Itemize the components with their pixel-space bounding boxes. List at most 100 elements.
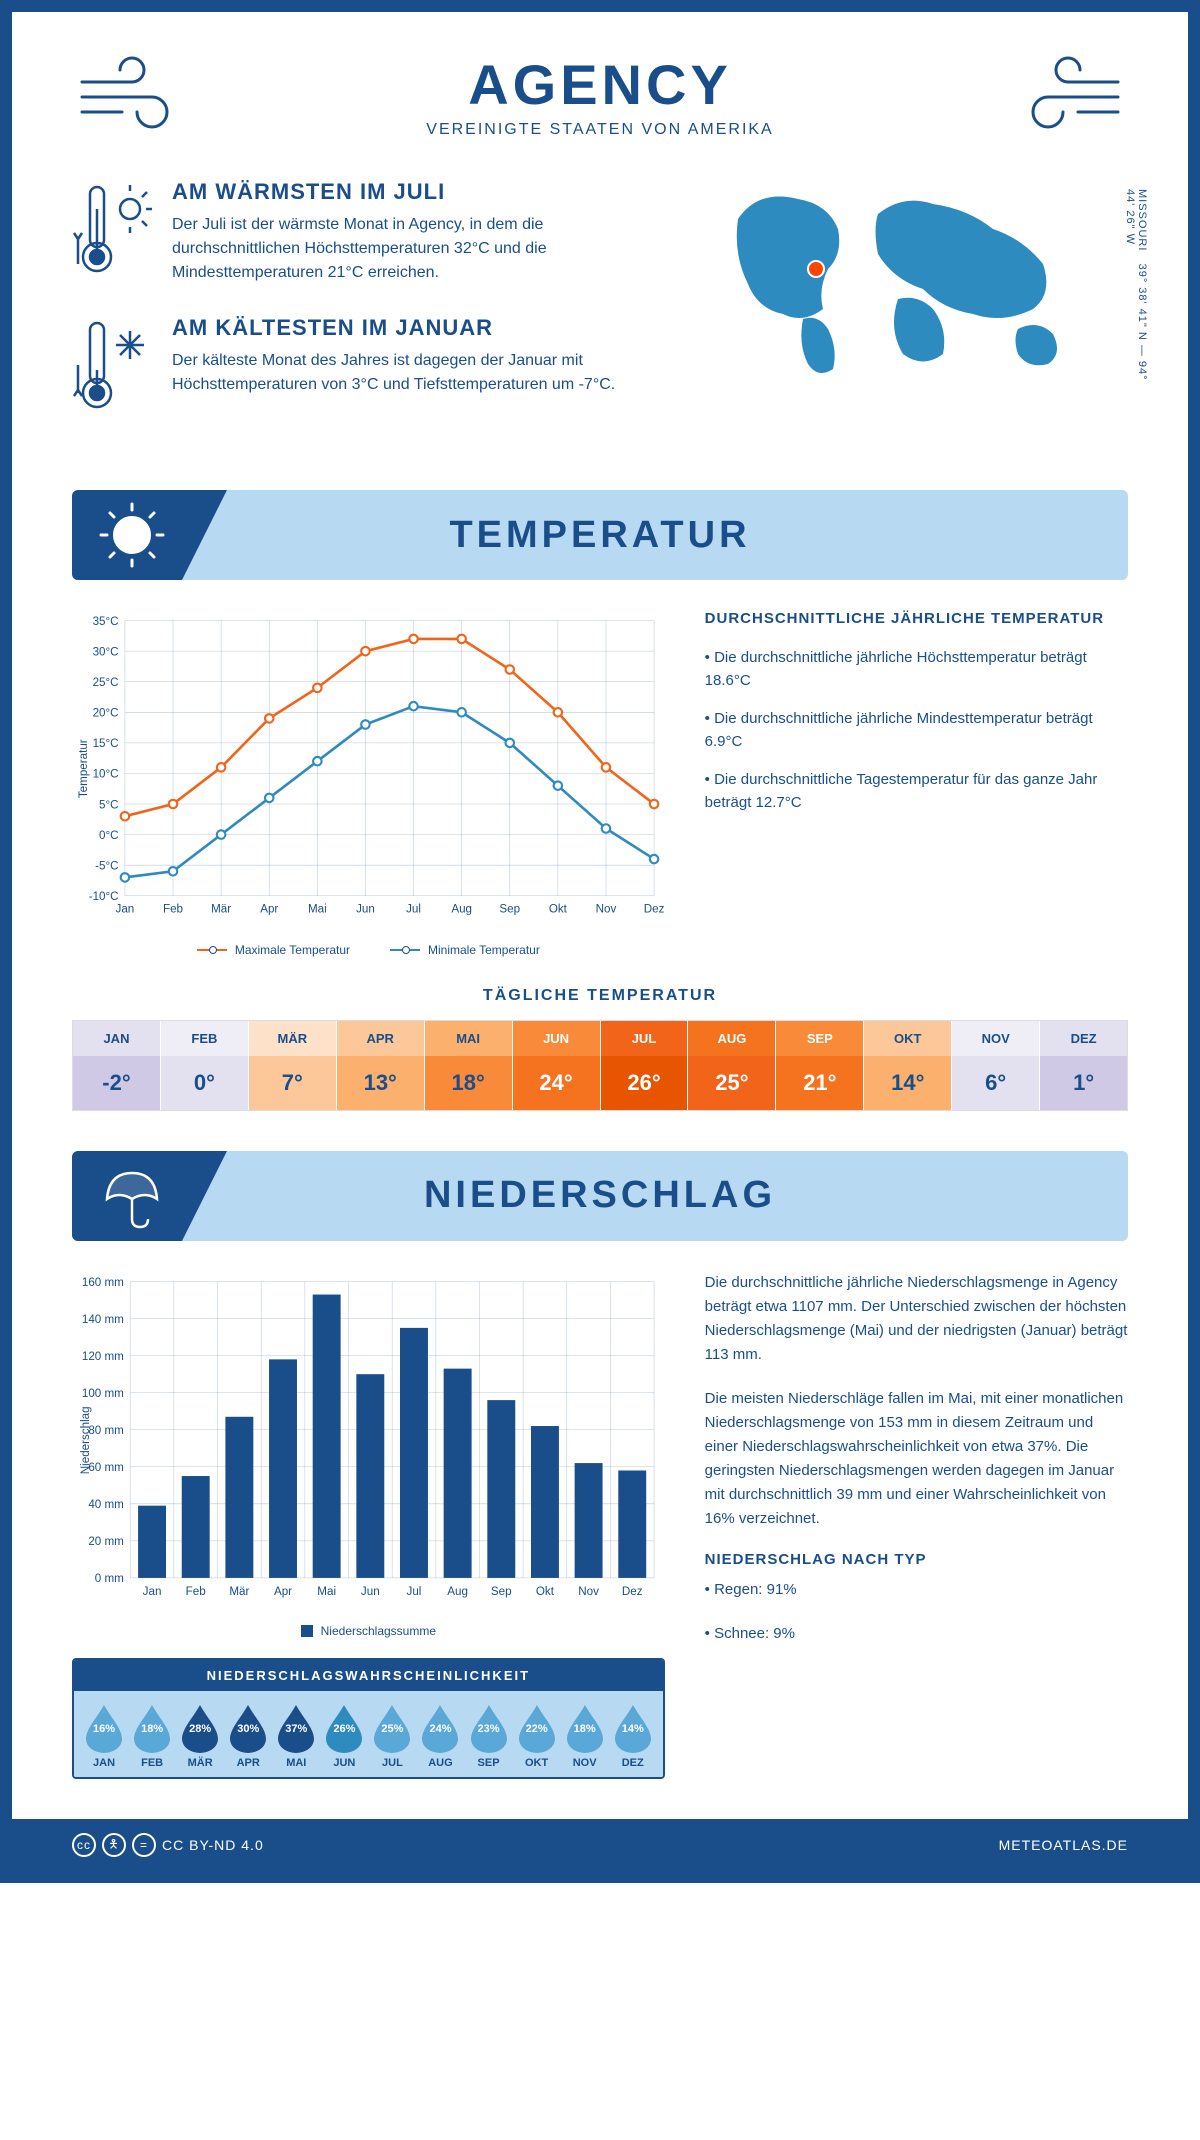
svg-text:80 mm: 80 mm — [88, 1423, 124, 1436]
license-block: cc 🯅 = CC BY-ND 4.0 — [72, 1833, 264, 1857]
svg-text:100 mm: 100 mm — [82, 1386, 124, 1399]
precip-p2: Die meisten Niederschläge fallen im Mai,… — [705, 1387, 1128, 1531]
legend-max: Maximale Temperatur — [235, 943, 350, 957]
month-cell: APR 13° — [337, 1021, 425, 1110]
prob-cell: 14% DEZ — [609, 1703, 657, 1769]
temp-bullet-1: • Die durchschnittliche jährliche Höchst… — [705, 647, 1128, 692]
footer: cc 🯅 = CC BY-ND 4.0 METEOATLAS.DE — [12, 1819, 1188, 1871]
temperature-section-bar: TEMPERATUR — [72, 490, 1128, 580]
location-marker — [808, 261, 824, 277]
svg-text:Sep: Sep — [491, 1584, 512, 1597]
svg-text:20°C: 20°C — [93, 707, 119, 720]
license-text: CC BY-ND 4.0 — [162, 1837, 264, 1853]
svg-text:40 mm: 40 mm — [88, 1498, 124, 1511]
coldest-title: AM KÄLTESTEN IM JANUAR — [172, 315, 668, 341]
svg-text:25°C: 25°C — [93, 676, 119, 689]
svg-text:15°C: 15°C — [93, 737, 119, 750]
svg-text:0 mm: 0 mm — [95, 1572, 124, 1585]
month-cell: SEP 21° — [776, 1021, 864, 1110]
umbrella-icon — [97, 1161, 167, 1231]
temperature-summary: DURCHSCHNITTLICHE JÄHRLICHE TEMPERATUR •… — [705, 610, 1128, 957]
svg-text:Jun: Jun — [361, 1584, 380, 1597]
month-cell: JUL 26° — [601, 1021, 689, 1110]
precip-type-heading: NIEDERSCHLAG NACH TYP — [705, 1551, 1128, 1568]
prob-cell: 28% MÄR — [176, 1703, 224, 1769]
svg-text:-5°C: -5°C — [95, 859, 118, 872]
nd-icon: = — [132, 1833, 156, 1857]
thermometer-sun-icon — [72, 179, 152, 279]
precipitation-summary: Die durchschnittliche jährliche Niedersc… — [705, 1271, 1128, 1780]
prob-cell: 30% APR — [224, 1703, 272, 1769]
daily-temp-heading: TÄGLICHE TEMPERATUR — [72, 987, 1128, 1005]
prob-cell: 16% JAN — [80, 1703, 128, 1769]
svg-text:Nov: Nov — [596, 903, 617, 916]
precipitation-bar-chart: 0 mm 20 mm 40 mm 60 mm 80 mm 100 mm 120 mm 140 … — [72, 1271, 665, 1639]
svg-text:-10°C: -10°C — [89, 890, 119, 903]
prob-cell: 18% NOV — [561, 1703, 609, 1769]
svg-text:Jul: Jul — [407, 1584, 422, 1597]
svg-text:60 mm: 60 mm — [88, 1461, 124, 1474]
temperature-heading: TEMPERATUR — [182, 514, 1128, 557]
temp-bullet-3: • Die durchschnittliche Tagestemperatur … — [705, 769, 1128, 814]
month-cell: MAI 18° — [425, 1021, 513, 1110]
temperature-line-chart: -10°C-5°C0°C5°C10°C15°C20°C25°C30°C35°CJ… — [72, 610, 665, 957]
warmest-title: AM WÄRMSTEN IM JULI — [172, 179, 668, 205]
precip-legend: Niederschlagssumme — [321, 1624, 436, 1638]
thermometer-snow-icon — [72, 315, 152, 415]
month-cell: NOV 6° — [952, 1021, 1040, 1110]
coldest-text: Der kälteste Monat des Jahres ist dagege… — [172, 349, 668, 397]
sun-icon — [97, 500, 167, 570]
month-cell: JAN -2° — [73, 1021, 161, 1110]
svg-text:Apr: Apr — [274, 1584, 292, 1597]
svg-text:120 mm: 120 mm — [82, 1349, 124, 1362]
svg-text:Mai: Mai — [308, 903, 327, 916]
svg-text:Dez: Dez — [644, 903, 665, 916]
svg-text:20 mm: 20 mm — [88, 1535, 124, 1548]
legend-min: Minimale Temperatur — [428, 943, 540, 957]
svg-text:Feb: Feb — [186, 1584, 206, 1597]
precip-rain: • Regen: 91% — [705, 1578, 1128, 1602]
by-icon: 🯅 — [102, 1833, 126, 1857]
warmest-text: Der Juli ist der wärmste Monat in Agency… — [172, 213, 668, 285]
svg-text:35°C: 35°C — [93, 615, 119, 628]
svg-text:Aug: Aug — [451, 903, 472, 916]
prob-cell: 37% MAI — [272, 1703, 320, 1769]
page-subtitle: VEREINIGTE STAATEN VON AMERIKA — [72, 121, 1128, 139]
precip-p1: Die durchschnittliche jährliche Niedersc… — [705, 1271, 1128, 1367]
precip-snow: • Schnee: 9% — [705, 1622, 1128, 1646]
svg-text:Niederschlag: Niederschlag — [79, 1406, 92, 1474]
svg-text:160 mm: 160 mm — [82, 1275, 124, 1288]
svg-text:0°C: 0°C — [99, 829, 119, 842]
wind-icon-left — [72, 52, 192, 132]
probability-heading: NIEDERSCHLAGSWAHRSCHEINLICHKEIT — [74, 1660, 663, 1691]
page-title: AGENCY — [72, 52, 1128, 117]
month-cell: AUG 25° — [688, 1021, 776, 1110]
daily-temp-table: JAN -2° FEB 0° MÄR 7° APR 13° MAI 18° JU… — [72, 1020, 1128, 1111]
month-cell: JUN 24° — [513, 1021, 601, 1110]
probability-box: NIEDERSCHLAGSWAHRSCHEINLICHKEIT 16% JAN … — [72, 1658, 665, 1779]
warmest-fact: AM WÄRMSTEN IM JULI Der Juli ist der wär… — [72, 179, 668, 285]
svg-text:Apr: Apr — [260, 903, 278, 916]
svg-text:Mär: Mär — [211, 903, 231, 916]
svg-text:Jun: Jun — [356, 903, 375, 916]
coldest-fact: AM KÄLTESTEN IM JANUAR Der kälteste Mona… — [72, 315, 668, 420]
svg-text:Temperatur: Temperatur — [77, 739, 90, 798]
prob-cell: 18% FEB — [128, 1703, 176, 1769]
prob-cell: 24% AUG — [416, 1703, 464, 1769]
svg-text:5°C: 5°C — [99, 798, 119, 811]
svg-text:30°C: 30°C — [93, 645, 119, 658]
svg-text:Aug: Aug — [447, 1584, 468, 1597]
svg-text:140 mm: 140 mm — [82, 1312, 124, 1325]
month-cell: OKT 14° — [864, 1021, 952, 1110]
svg-text:Jan: Jan — [116, 903, 135, 916]
temp-text-heading: DURCHSCHNITTLICHE JÄHRLICHE TEMPERATUR — [705, 610, 1128, 627]
map-container: MISSOURI 39° 38' 41" N — 94° 44' 26" W — [708, 179, 1128, 384]
wind-icon-right — [1008, 52, 1128, 132]
prob-cell: 23% SEP — [465, 1703, 513, 1769]
svg-text:Dez: Dez — [622, 1584, 643, 1597]
svg-text:Mai: Mai — [317, 1584, 336, 1597]
svg-text:Jul: Jul — [406, 903, 421, 916]
cc-icon: cc — [72, 1833, 96, 1857]
prob-cell: 26% JUN — [320, 1703, 368, 1769]
svg-text:Jan: Jan — [143, 1584, 162, 1597]
